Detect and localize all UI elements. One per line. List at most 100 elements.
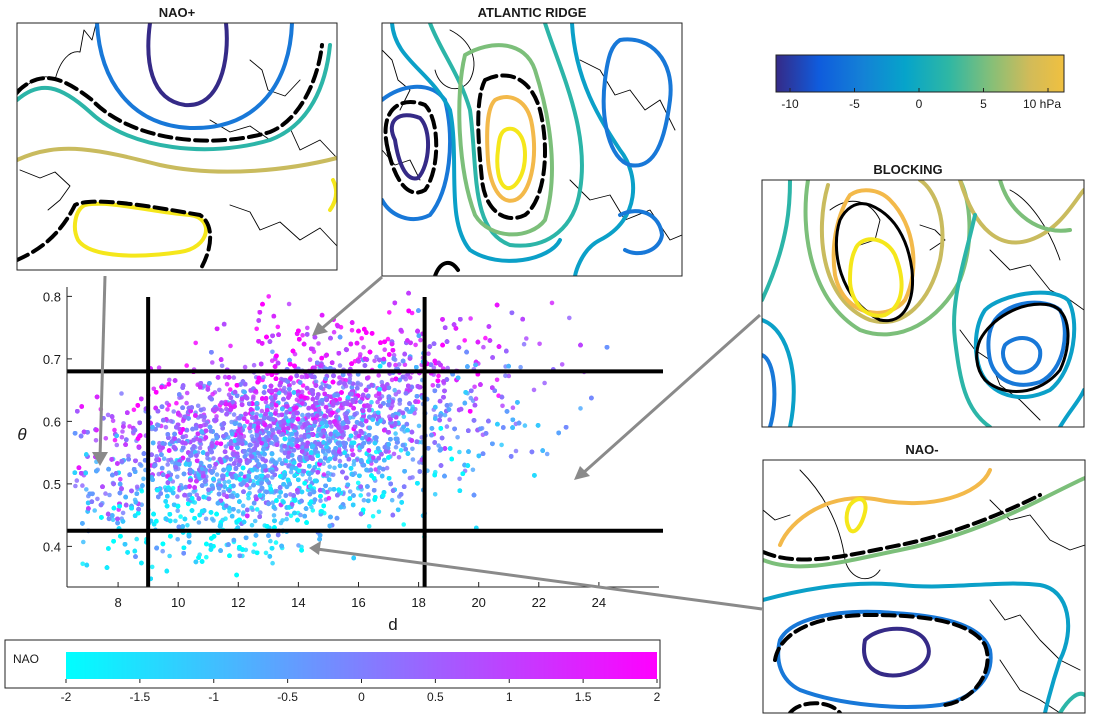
scatter-point — [245, 419, 250, 425]
scatter-point — [522, 423, 528, 428]
scatter-point — [413, 342, 418, 348]
map-title-atlantic-ridge: ATLANTIC RIDGE — [478, 5, 587, 20]
map-nao-minus: NAO- — [762, 442, 1086, 714]
scatter-point — [286, 301, 292, 307]
scatter-point — [266, 294, 272, 299]
scatter-point — [442, 412, 448, 418]
scatter-point — [175, 494, 180, 499]
scatter-point — [389, 403, 395, 409]
scatter-point — [355, 480, 361, 486]
contour-line — [476, 73, 547, 221]
scatter-point — [337, 363, 343, 368]
map-frame — [762, 459, 1086, 714]
scatter-point — [357, 354, 363, 360]
scatter-point — [355, 380, 361, 386]
scatter-point — [347, 376, 353, 382]
pressure-colorbar-tick-label: 10 hPa — [1023, 97, 1061, 111]
contour-line — [328, 178, 337, 212]
scatter-point — [531, 387, 537, 393]
coastline — [17, 23, 97, 96]
contour-line — [862, 626, 931, 678]
scatter-point — [316, 341, 321, 346]
scatter-point — [184, 363, 189, 368]
scatter-point — [374, 354, 379, 360]
scatter-point — [250, 479, 256, 484]
scatter-point — [157, 440, 162, 446]
scatter-point — [503, 373, 508, 379]
scatter-point — [321, 472, 327, 477]
scatter-point — [80, 561, 85, 567]
scatter-point — [173, 518, 178, 524]
scatter-point — [169, 459, 175, 465]
scatter-point — [409, 310, 415, 316]
pressure-colorbar-tick-label: 0 — [916, 97, 923, 111]
scatter-point — [193, 340, 198, 346]
scatter-point — [366, 492, 371, 497]
scatter-point — [393, 362, 398, 368]
pressure-colorbar-tick-label: -5 — [849, 97, 860, 111]
scatter-point — [95, 496, 100, 502]
scatter-point — [410, 457, 416, 462]
contour-line — [803, 180, 972, 337]
scatter-point — [500, 403, 505, 409]
scatter-point — [416, 423, 422, 429]
scatter-point — [223, 516, 228, 521]
scatter-point — [163, 424, 169, 430]
scatter-point — [401, 522, 407, 527]
contour-line — [433, 260, 460, 276]
contour-line — [95, 23, 294, 131]
contour-line — [72, 201, 208, 258]
scatter-point — [499, 442, 504, 448]
scatter-point — [418, 337, 423, 343]
scatter-point — [228, 343, 233, 349]
scatter-point — [349, 328, 355, 333]
coastline — [1009, 189, 1061, 261]
scatter-point — [431, 365, 437, 371]
scatter-point — [524, 336, 529, 341]
scatter-point — [300, 333, 305, 338]
scatter-point — [165, 462, 170, 467]
contour-line — [390, 23, 562, 263]
coastline — [569, 179, 682, 241]
pressure-colorbar-tick-label: 5 — [980, 97, 987, 111]
coastline — [579, 59, 676, 131]
scatter-point — [396, 389, 402, 395]
scatter-point — [457, 449, 462, 455]
scatter-point — [196, 520, 202, 525]
scatter-point — [171, 409, 176, 414]
scatter-point — [165, 407, 170, 412]
scatter-point — [167, 377, 172, 383]
scatter-point — [73, 483, 78, 489]
contour-line — [834, 202, 915, 323]
scatter-point — [270, 349, 275, 355]
scatter-point — [337, 397, 343, 402]
scatter-point — [410, 446, 415, 452]
coastline — [249, 59, 301, 97]
scatter-point — [116, 507, 121, 512]
scatter-point — [270, 560, 275, 566]
scatter-point — [397, 401, 403, 406]
scatter-point — [385, 336, 391, 342]
scatter-point — [313, 379, 319, 385]
scatter-point — [391, 352, 397, 358]
scatter-point — [119, 434, 125, 440]
scatter-point — [242, 364, 248, 370]
scatter-point — [335, 408, 341, 413]
scatter-point — [273, 540, 279, 545]
scatter-point — [84, 487, 89, 492]
scatter-point — [393, 431, 398, 436]
scatter-plot: 8 10 12 14 16 18 20 22 240.40.50.60.70.8 d θ — [17, 287, 663, 634]
map-title-nao-minus: NAO- — [905, 442, 938, 457]
scatter-point — [269, 358, 275, 364]
scatter-point — [175, 474, 180, 480]
scatter-point — [282, 385, 287, 391]
scatter-point — [231, 412, 237, 417]
scatter-point — [407, 375, 413, 380]
scatter-point — [277, 494, 282, 500]
scatter-point — [448, 402, 453, 408]
scatter-point — [210, 360, 215, 365]
scatter-point — [280, 518, 285, 523]
scatter-point — [236, 509, 241, 514]
scatter-point — [298, 434, 304, 439]
scatter-point — [270, 500, 276, 506]
